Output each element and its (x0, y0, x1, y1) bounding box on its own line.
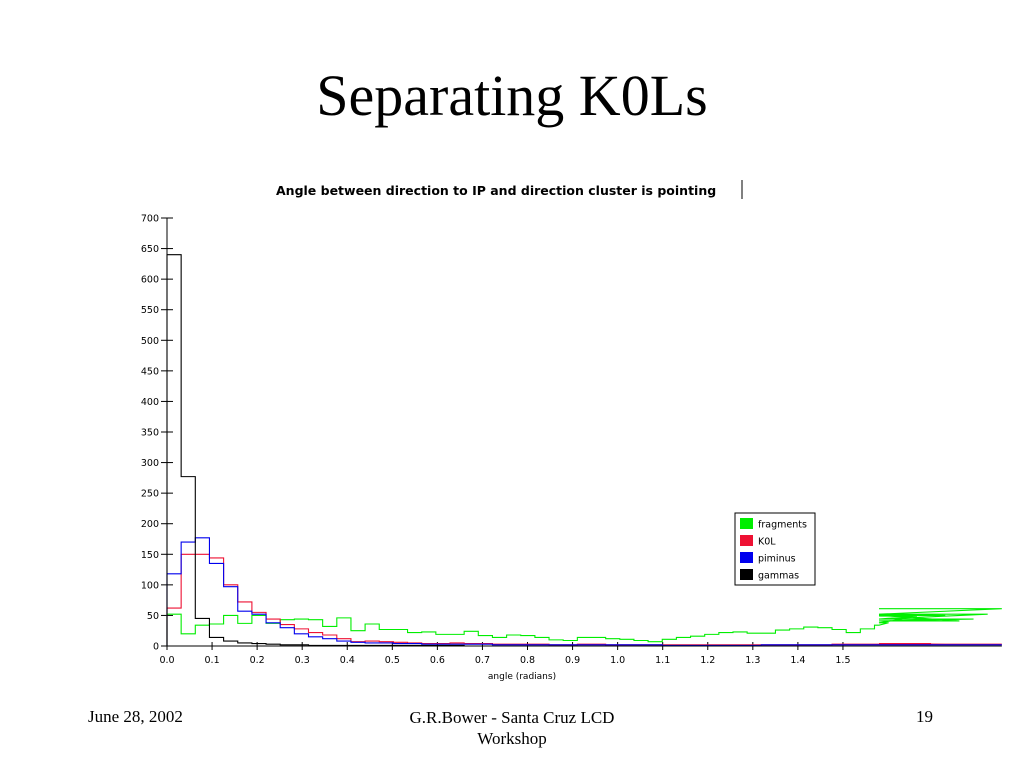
x-tick-label: 0.8 (520, 655, 535, 666)
footer-date: June 28, 2002 (88, 707, 183, 726)
legend-label-piminus: piminus (758, 554, 796, 565)
footer-author: G.R.Bower - Santa Cruz LCD Workshop (372, 707, 652, 749)
x-tick-label: 0.7 (475, 655, 490, 666)
y-tick-label: 500 (141, 336, 159, 347)
y-tick-label: 100 (141, 580, 159, 591)
x-tick-label: 0.5 (385, 655, 400, 666)
series-k0l-line (166, 553, 1002, 646)
slide-title: Separating K0Ls (316, 63, 708, 128)
y-tick-label: 700 (141, 214, 159, 225)
legend-swatch-gammas (740, 569, 753, 580)
x-tick-label: 0.0 (159, 655, 174, 666)
x-tick-label: 0.4 (340, 655, 355, 666)
x-tick-label: 1.0 (610, 655, 625, 666)
x-tick-label: 1.5 (835, 655, 850, 666)
y-tick-label: 150 (141, 550, 159, 561)
y-tick-label: 300 (141, 458, 159, 469)
x-axis-label: angle (radians) (488, 672, 556, 682)
footer-author-line2: Workshop (477, 729, 547, 748)
series-piminus-line (166, 537, 1002, 646)
y-tick-label: 400 (141, 397, 159, 408)
legend-swatch-fragments (740, 518, 753, 529)
x-tick-label: 0.1 (205, 655, 220, 666)
y-tick-label: 0 (153, 642, 159, 653)
chart-title: Angle between direction to IP and direct… (276, 183, 716, 198)
x-tick-label: 0.6 (430, 655, 445, 666)
y-tick-label: 550 (141, 305, 159, 316)
y-tick-label: 50 (147, 611, 159, 622)
series-gammas-line (166, 254, 1002, 647)
y-tick-label: 650 (141, 244, 159, 255)
legend-swatch-k0l (740, 535, 753, 546)
series-fragments-line (166, 608, 1002, 646)
footer-author-line1: G.R.Bower - Santa Cruz LCD (409, 708, 615, 727)
y-tick-label: 200 (141, 519, 159, 530)
axes: 0 50 100 150 200 250 300 350 400 450 500 550 600 650 7… (141, 214, 879, 666)
x-tick-label: 1.2 (700, 655, 715, 666)
series-layer (166, 254, 1002, 647)
y-tick-label: 600 (141, 275, 159, 286)
y-tick-label: 450 (141, 366, 159, 377)
y-tick-label: 350 (141, 428, 159, 439)
footer-page-number: 19 (916, 707, 933, 726)
x-tick-label: 1.1 (655, 655, 670, 666)
x-tick-label: 0.2 (250, 655, 265, 666)
legend-label-gammas: gammas (758, 571, 799, 582)
legend-swatch-piminus (740, 552, 753, 563)
legend: fragments K0L piminus gammas (734, 512, 816, 586)
x-tick-label: 1.3 (745, 655, 760, 666)
x-tick-label: 1.4 (790, 655, 805, 666)
y-tick-label: 250 (141, 489, 159, 500)
x-tick-label: 0.3 (295, 655, 310, 666)
x-tick-label: 0.9 (565, 655, 580, 666)
legend-label-fragments: fragments (758, 520, 807, 531)
legend-label-k0l: K0L (758, 537, 776, 548)
